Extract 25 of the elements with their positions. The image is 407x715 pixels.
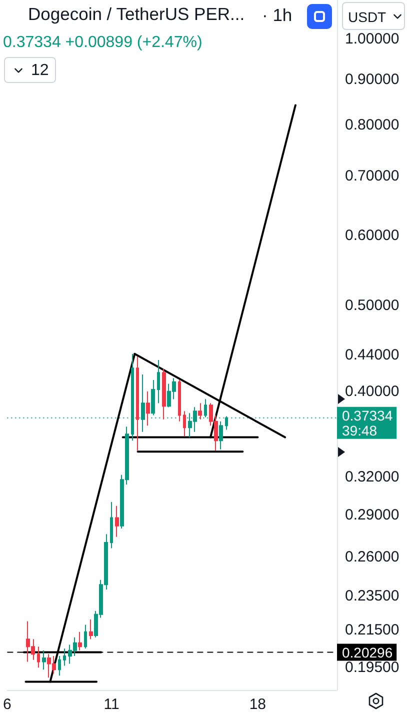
y-tick-label: 1.00000 xyxy=(345,30,400,48)
dropdown: USDT xyxy=(342,2,405,30)
toggle-button: 12 xyxy=(4,57,56,83)
y-tick-label: 0.21500 xyxy=(345,622,400,639)
annotation: · 1h xyxy=(262,5,292,25)
y-tick-label: 0.70000 xyxy=(345,168,400,185)
chart-title: Dogecoin / TetherUS PER... xyxy=(28,4,245,24)
y-tick-label: 0.90000 xyxy=(345,71,400,88)
y-tick-label: 0.26000 xyxy=(345,548,400,566)
text: 0.37334 +0.00899 (+2.47%) xyxy=(3,34,202,51)
x-tick-label: 11 xyxy=(104,696,120,713)
x-tick-label: 6 xyxy=(3,696,12,713)
y-tick-label: 0.44000 xyxy=(345,346,400,364)
y-tick-label: 0.19500 xyxy=(345,659,400,676)
y-tick-label: 0.80000 xyxy=(345,116,400,134)
y-tick-label: 0.32000 xyxy=(345,468,400,486)
y-tick-label: 0.40000 xyxy=(345,382,400,400)
y-tick-label: 0.50000 xyxy=(345,297,400,314)
y-tick-label: 0.60000 xyxy=(345,227,400,244)
annotation: 12 xyxy=(31,62,49,79)
y-tick-label: 0.23500 xyxy=(345,587,400,604)
ref-line-label: 0.20296 xyxy=(342,644,393,660)
ref-line-label: 0.37334 39:48 xyxy=(342,407,393,438)
y-tick-label: 0.29000 xyxy=(345,506,400,524)
x-tick-label: 18 xyxy=(249,696,266,713)
